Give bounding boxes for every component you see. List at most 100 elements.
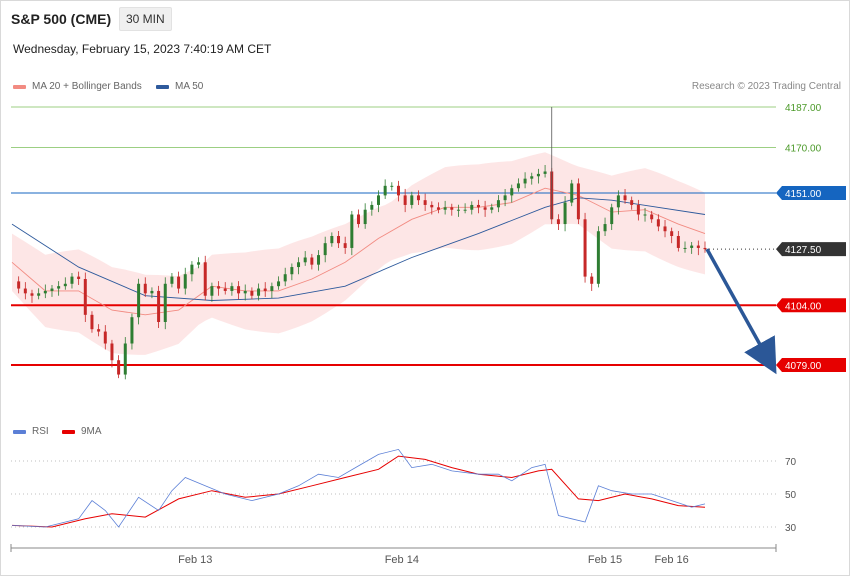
candle-body-33 — [230, 286, 234, 291]
candle-body-85 — [576, 183, 580, 220]
candle-body-61 — [416, 195, 420, 201]
candle-body-82 — [556, 219, 560, 225]
candle-body-92 — [623, 195, 627, 201]
candle-body-40 — [277, 281, 281, 287]
candles — [17, 107, 707, 380]
x-tick-label-3: Feb 16 — [655, 554, 689, 566]
rsi-panel: 30 50 70 — [11, 448, 797, 534]
candle-body-74 — [503, 195, 507, 201]
candle-body-95 — [643, 214, 647, 216]
candle-body-80 — [543, 171, 547, 174]
candle-body-29 — [203, 262, 207, 296]
candle-body-77 — [523, 178, 527, 184]
candle-body-73 — [496, 200, 500, 208]
level-label-5: 4079.00 — [785, 361, 822, 372]
candle-body-27 — [190, 264, 194, 275]
candle-body-22 — [157, 290, 161, 322]
level-label-box-2 — [776, 186, 846, 200]
candle-body-10 — [77, 276, 81, 279]
candle-body-62 — [423, 200, 427, 205]
candle-body-59 — [403, 195, 407, 205]
level-label-box-5 — [776, 358, 846, 372]
candle-body-91 — [616, 195, 620, 208]
level-label-box-3 — [776, 242, 846, 257]
candle-body-45 — [310, 257, 314, 265]
candle-body-6 — [50, 288, 54, 291]
candle-body-3 — [30, 293, 34, 296]
candle-body-54 — [370, 204, 374, 210]
candle-body-72 — [490, 207, 494, 210]
candle-body-16 — [117, 360, 121, 375]
x-axis: Feb 13 Feb 14 Feb 15 Feb 16 — [10, 544, 777, 566]
x-tick-label-1: Feb 14 — [385, 554, 419, 566]
candle-body-30 — [210, 286, 214, 296]
legend-ma20-label: MA 20 + Bollinger Bands — [32, 81, 142, 92]
rsi-tick-30: 30 — [785, 523, 797, 534]
forecast-arrow — [705, 248, 777, 375]
rsi-tick-70: 70 — [785, 457, 797, 468]
candle-body-78 — [530, 176, 534, 179]
candle-body-52 — [357, 214, 360, 225]
candle-body-17 — [123, 343, 127, 375]
candle-body-25 — [177, 276, 181, 289]
candle-body-43 — [297, 262, 301, 268]
candle-body-21 — [150, 290, 154, 294]
candle-body-94 — [636, 204, 640, 215]
candle-body-76 — [516, 183, 520, 189]
rsi-ma-line — [11, 455, 706, 528]
candle-body-9 — [70, 276, 74, 284]
candle-body-1 — [17, 281, 21, 289]
candle-body-46 — [317, 255, 321, 265]
candle-body-70 — [476, 204, 480, 208]
candle-body-90 — [610, 207, 614, 225]
candle-body-48 — [330, 236, 334, 244]
chart-title: S&P 500 (CME) — [11, 11, 112, 27]
candle-body-26 — [183, 274, 187, 289]
candle-body-102 — [690, 245, 694, 248]
candle-body-41 — [283, 274, 287, 282]
candle-body-58 — [396, 185, 400, 196]
candle-body-19 — [137, 283, 141, 318]
legend-ma50-label: MA 50 — [175, 81, 204, 92]
timeframe-badge[interactable]: 30 MIN — [119, 7, 172, 31]
candle-body-36 — [250, 290, 254, 296]
legend-rsi-ma: 9MA — [62, 426, 102, 437]
candle-body-11 — [83, 279, 87, 315]
candle-body-35 — [243, 290, 247, 294]
candle-body-93 — [630, 200, 634, 205]
legend-rsi: RSI — [13, 426, 49, 437]
bollinger-band — [12, 152, 705, 355]
candle-body-14 — [103, 331, 107, 344]
ma20-swatch — [13, 84, 26, 89]
candle-body-34 — [237, 286, 241, 294]
candle-body-63 — [430, 204, 434, 208]
candle-body-84 — [570, 183, 574, 203]
candle-body-4 — [37, 293, 41, 296]
candle-body-32 — [223, 288, 227, 291]
candle-body-23 — [163, 283, 167, 322]
candle-body-89 — [603, 224, 607, 232]
x-tick-label-0: Feb 13 — [178, 554, 212, 566]
legend-ma20: MA 20 + Bollinger Bands — [13, 81, 142, 92]
ma20-line — [11, 187, 706, 316]
level-label-2: 4151.00 — [785, 189, 822, 200]
ma50-swatch — [156, 84, 169, 89]
candle-body-49 — [337, 236, 341, 244]
candle-body-8 — [63, 283, 67, 287]
candle-body-39 — [270, 286, 274, 291]
legend-rsi-ma-label: 9MA — [81, 426, 102, 437]
candle-body-53 — [363, 209, 367, 225]
candle-body-37 — [257, 288, 261, 296]
level-labels: 4187.00 4170.00 4151.00 4127.50 4104.00 4079.… — [776, 103, 846, 372]
candle-body-57 — [390, 185, 394, 187]
research-credit: Research © 2023 Trading Central — [691, 81, 841, 92]
candle-body-88 — [596, 231, 600, 284]
candle-body-67 — [456, 209, 460, 211]
candle-body-86 — [583, 219, 587, 277]
level-label-3: 4127.50 — [785, 245, 822, 256]
candle-body-24 — [170, 276, 174, 284]
candle-body-51 — [350, 214, 354, 248]
candle-body-100 — [676, 236, 680, 248]
candle-body-101 — [683, 247, 687, 249]
candle-body-12 — [90, 314, 94, 330]
